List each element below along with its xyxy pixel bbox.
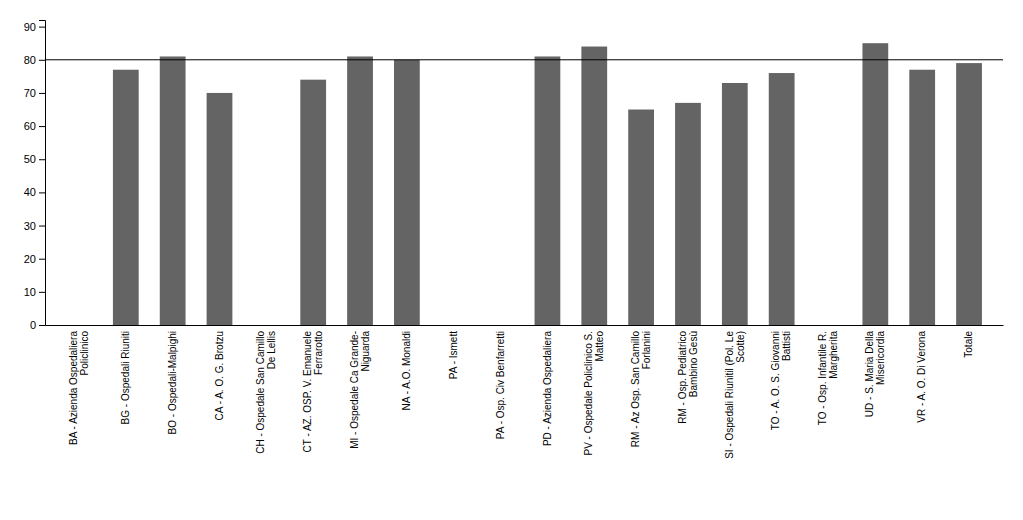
tick-label: PD - Azienda Ospedaliera [542, 331, 553, 447]
tick-mark [39, 27, 45, 28]
tick-label: 80 [24, 54, 36, 66]
tick: 10 [24, 286, 45, 298]
plot: 0 10 20 30 40 50 60 70 80 90 BA - Azienda Ospedali… [24, 21, 1004, 459]
tick: CA - A. O. G. Brotzu [214, 331, 225, 420]
tick: MI - Ospedale Ca Grande-Niguarda [349, 331, 371, 449]
bar [160, 56, 186, 325]
tick-label: RM - Osp. PediatricoBambino Gesù [677, 331, 699, 424]
tick-label: RM - Az Osp. San CamilloForlanini [630, 331, 652, 448]
tick-label: CT - AZ. OSP. V. EmanueleFerrarotto [302, 331, 324, 453]
tick-label: SI - Ospedali Riunitil (Pol. LeScotte) [724, 331, 746, 459]
bar [113, 70, 139, 325]
tick-label: PA - Ismett [448, 331, 459, 379]
tick: CH - Ospedale San CamilloDe Lellis [255, 331, 277, 454]
tick-label: 70 [24, 87, 36, 99]
tick-label: PA - Osp. Civ Benfarretti [495, 331, 506, 439]
tick: RM - Osp. PediatricoBambino Gesù [677, 331, 699, 424]
reference-line [45, 59, 1003, 60]
bar [675, 103, 701, 325]
tick: RM - Az Osp. San CamilloForlanini [630, 331, 652, 448]
tick-label: VR - A. O. Di Verona [916, 331, 927, 423]
tick: TO - Osp. Infantile R.Margherita [817, 331, 839, 426]
tick-mark [39, 60, 45, 61]
tick-mark [39, 226, 45, 227]
tick-label: 90 [24, 21, 36, 33]
tick-label: 40 [24, 186, 36, 198]
tick: TO - A. O. S. GiovanniBattisti [770, 331, 792, 430]
tick: SI - Ospedali Riunitil (Pol. LeScotte) [724, 331, 746, 459]
tick-label: 0 [30, 319, 36, 331]
y-axis: 0 10 20 30 40 50 60 70 80 90 [24, 21, 46, 332]
bar [628, 110, 654, 325]
bar [816, 325, 842, 326]
bar [488, 325, 514, 326]
bar [300, 80, 326, 325]
tick-label: TO - A. O. S. GiovanniBattisti [770, 331, 792, 430]
tick-label: CH - Ospedale San CamilloDe Lellis [255, 331, 277, 454]
tick: CT - AZ. OSP. V. EmanueleFerrarotto [302, 331, 324, 453]
tick: BO - Ospedali-Malpighi [167, 331, 178, 434]
bar [441, 325, 467, 326]
bar [535, 56, 561, 325]
tick: VR - A. O. Di Verona [916, 331, 927, 423]
bar [253, 325, 279, 326]
tick-label: BA - Azienda OspedalieraPoliclinico [68, 331, 90, 445]
bar [722, 83, 748, 325]
bar [862, 43, 888, 325]
tick-label: 50 [24, 153, 36, 165]
bar [394, 60, 420, 325]
tick: PA - Osp. Civ Benfarretti [495, 331, 506, 439]
tick-label: PV - Ospedale Policlinico S.Matteo [583, 331, 605, 456]
tick: 40 [24, 186, 45, 198]
tick-label: BO - Ospedali-Malpighi [167, 331, 178, 434]
tick-mark [39, 259, 45, 260]
tick: PA - Ismett [448, 331, 459, 379]
tick-label: 60 [24, 120, 36, 132]
tick: 0 [30, 319, 45, 331]
bar [909, 70, 935, 325]
axis-line [46, 325, 1004, 326]
tick: PD - Azienda Ospedaliera [542, 331, 553, 447]
tick: PV - Ospedale Policlinico S.Matteo [583, 331, 605, 456]
tick-label: 20 [24, 253, 36, 265]
tick-label: 10 [24, 286, 36, 298]
tick: 20 [24, 253, 45, 265]
tick-label: NA - A.O. Monaldi [401, 331, 412, 410]
tick-mark [39, 325, 45, 326]
tick-label: CA - A. O. G. Brotzu [214, 331, 225, 420]
tick-label: UD - S. Maria DellaMisericordia [864, 331, 886, 418]
bar [956, 63, 982, 325]
bar [66, 325, 92, 326]
tick: 50 [24, 153, 45, 165]
tick-mark [39, 192, 45, 193]
tick-mark [39, 159, 45, 160]
tick: 30 [24, 220, 45, 232]
tick-label: MI - Ospedale Ca Grande-Niguarda [349, 331, 371, 449]
tick: NA - A.O. Monaldi [401, 331, 412, 410]
tick-mark [39, 93, 45, 94]
tick: BG - Ospedali Riuniti [120, 331, 131, 424]
bar [347, 56, 373, 325]
tick: 60 [24, 120, 45, 132]
tick: UD - S. Maria DellaMisericordia [864, 331, 886, 418]
tick-label: 30 [24, 220, 36, 232]
bar [581, 47, 607, 325]
axis-line [39, 21, 46, 326]
bar [769, 73, 795, 325]
tick-mark [39, 292, 45, 293]
tick-label: TO - Osp. Infantile R.Margherita [817, 331, 839, 426]
bar [207, 93, 233, 325]
bars [45, 43, 1003, 325]
tick: 90 [24, 21, 45, 33]
tick-mark [39, 126, 45, 127]
x-axis: BA - Azienda OspedalieraPoliclinico BG - … [46, 326, 1004, 459]
tick-label: Totale [963, 331, 974, 358]
chart: 0 10 20 30 40 50 60 70 80 90 BA - Azienda Ospedali… [0, 0, 1023, 520]
tick: 70 [24, 87, 45, 99]
tick: BA - Azienda OspedalieraPoliclinico [68, 331, 90, 445]
tick-label: BG - Ospedali Riuniti [120, 331, 131, 424]
tick: Totale [963, 331, 974, 358]
tick: 80 [24, 54, 45, 66]
